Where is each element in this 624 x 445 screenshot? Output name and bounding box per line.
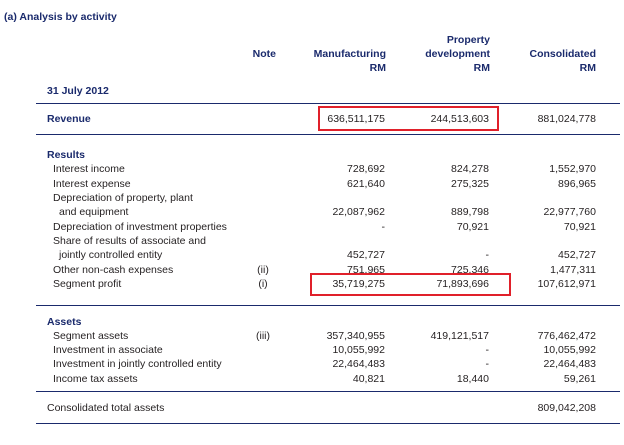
- results-row-label: Interest expense: [53, 178, 131, 190]
- results-row-manufacturing: 35,719,275: [332, 278, 385, 290]
- consolidated-header: Consolidated: [529, 48, 596, 60]
- assets-row-manufacturing: 22,464,483: [332, 358, 385, 370]
- assets-row-label: Investment in jointly controlled entity: [53, 358, 222, 370]
- property-unit: RM: [473, 62, 490, 74]
- assets-row-manufacturing: 40,821: [352, 373, 385, 385]
- results-row-note: (i): [258, 278, 268, 290]
- results-row-consolidated: 70,921: [563, 221, 596, 233]
- results-row-label: Other non-cash expenses: [53, 264, 174, 276]
- assets-heading: Assets: [47, 316, 82, 328]
- manufacturing-header: Manufacturing: [313, 48, 386, 60]
- assets-row-property: -: [485, 344, 490, 356]
- revenue-highlight-box: [318, 106, 499, 131]
- revenue-manufacturing: 636,511,175: [327, 113, 385, 125]
- results-row-manufacturing: 728,692: [347, 163, 385, 175]
- results-row-property: 824,278: [451, 163, 489, 175]
- results-row-label: Depreciation of property, plant: [53, 192, 193, 204]
- assets-row-label: Income tax assets: [53, 373, 138, 385]
- manufacturing-unit: RM: [369, 62, 386, 74]
- results-row-manufacturing: 621,640: [347, 178, 385, 190]
- results-row-property: 70,921: [456, 221, 489, 233]
- results-row-manufacturing: 452,727: [347, 249, 385, 261]
- results-row-note: (ii): [257, 264, 269, 276]
- period-date: 31 July 2012: [47, 85, 109, 97]
- assets-row-manufacturing: 357,340,955: [326, 330, 385, 342]
- results-row-consolidated: 896,965: [558, 178, 596, 190]
- assets-row-consolidated: 776,462,472: [537, 330, 596, 342]
- results-row-property: 275,325: [451, 178, 489, 190]
- results-row-consolidated: 22,977,760: [543, 206, 596, 218]
- assets-row-property: 18,440: [456, 373, 489, 385]
- section-title: (a) Analysis by activity: [4, 11, 117, 23]
- total-label: Consolidated total assets: [47, 402, 165, 414]
- note-header: Note: [252, 48, 276, 60]
- revenue-property: 244,513,603: [430, 113, 489, 125]
- results-row-manufacturing: 22,087,962: [332, 206, 385, 218]
- results-row-label: Interest income: [53, 163, 125, 175]
- assets-row-note: (iii): [256, 330, 270, 342]
- assets-row-property: -: [485, 358, 490, 370]
- results-row-label: jointly controlled entity: [59, 249, 163, 261]
- revenue-label: Revenue: [47, 113, 91, 125]
- divider-rule: [36, 391, 620, 392]
- assets-row-property: 419,121,517: [430, 330, 489, 342]
- results-row-consolidated: 452,727: [558, 249, 596, 261]
- revenue-consolidated: 881,024,778: [537, 113, 596, 125]
- results-row-label: Depreciation of investment properties: [53, 221, 227, 233]
- total-consolidated: 809,042,208: [537, 402, 596, 414]
- results-row-property: 889,798: [451, 206, 489, 218]
- results-row-label: and equipment: [59, 206, 129, 218]
- results-row-consolidated: 1,477,311: [550, 264, 596, 276]
- divider-rule: [36, 134, 620, 135]
- assets-row-manufacturing: 10,055,992: [332, 344, 385, 356]
- results-row-consolidated: 1,552,970: [549, 163, 596, 175]
- results-row-property: 71,893,696: [436, 278, 489, 290]
- divider-rule: [36, 305, 620, 306]
- assets-row-consolidated: 59,261: [563, 373, 596, 385]
- results-row-consolidated: 107,612,971: [537, 278, 596, 290]
- assets-row-label: Segment assets: [53, 330, 129, 342]
- divider-rule: [36, 423, 620, 424]
- property-header-line1: Property: [446, 34, 490, 46]
- results-row-property: -: [485, 249, 490, 261]
- assets-row-consolidated: 10,055,992: [543, 344, 596, 356]
- divider-rule: [36, 103, 620, 104]
- segment-profit-highlight-box: [310, 273, 511, 296]
- property-header-line2: development: [425, 48, 490, 60]
- consolidated-unit: RM: [579, 62, 596, 74]
- results-row-label: Segment profit: [53, 278, 122, 290]
- results-heading: Results: [47, 149, 85, 161]
- results-row-label: Share of results of associate and: [53, 235, 206, 247]
- results-row-manufacturing: -: [381, 221, 386, 233]
- assets-row-consolidated: 22,464,483: [543, 358, 596, 370]
- assets-row-label: Investment in associate: [53, 344, 163, 356]
